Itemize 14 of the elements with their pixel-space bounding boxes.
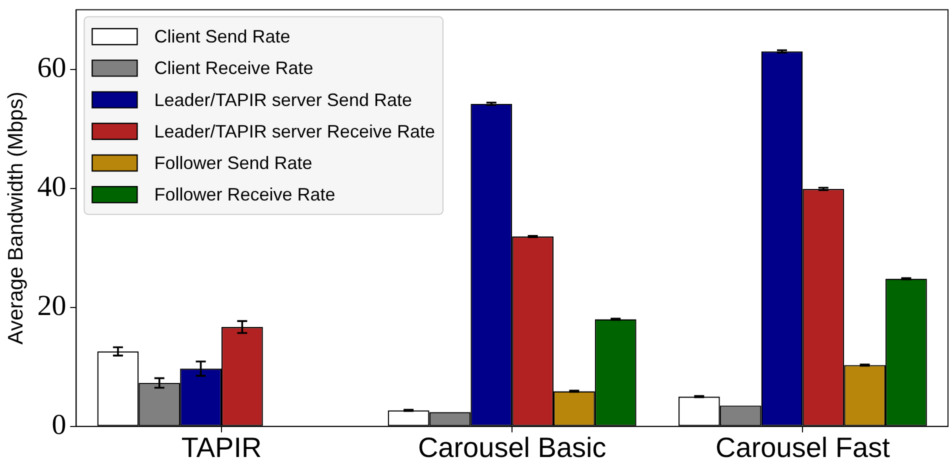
- y-tick-label: 40: [37, 170, 66, 203]
- legend-label: Client Receive Rate: [154, 58, 314, 78]
- legend-label: Leader/TAPIR server Send Rate: [154, 90, 412, 110]
- y-tick-label: 20: [37, 290, 66, 322]
- x-tick-label: Carousel Basic: [418, 432, 606, 463]
- y-tick-label: 60: [37, 52, 66, 84]
- x-tick-label: TAPIR: [181, 432, 262, 463]
- y-axis-title: Average Bandwidth (Mbps): [4, 92, 28, 345]
- legend-label: Follower Receive Rate: [154, 184, 336, 205]
- legend-label: Client Send Rate: [154, 26, 290, 47]
- x-tick-label: Carousel Fast: [716, 432, 890, 463]
- y-tick-label: 0: [52, 409, 66, 442]
- legend-label: Leader/TAPIR server Receive Rate: [154, 121, 435, 142]
- legend-label: Follower Send Rate: [154, 152, 312, 173]
